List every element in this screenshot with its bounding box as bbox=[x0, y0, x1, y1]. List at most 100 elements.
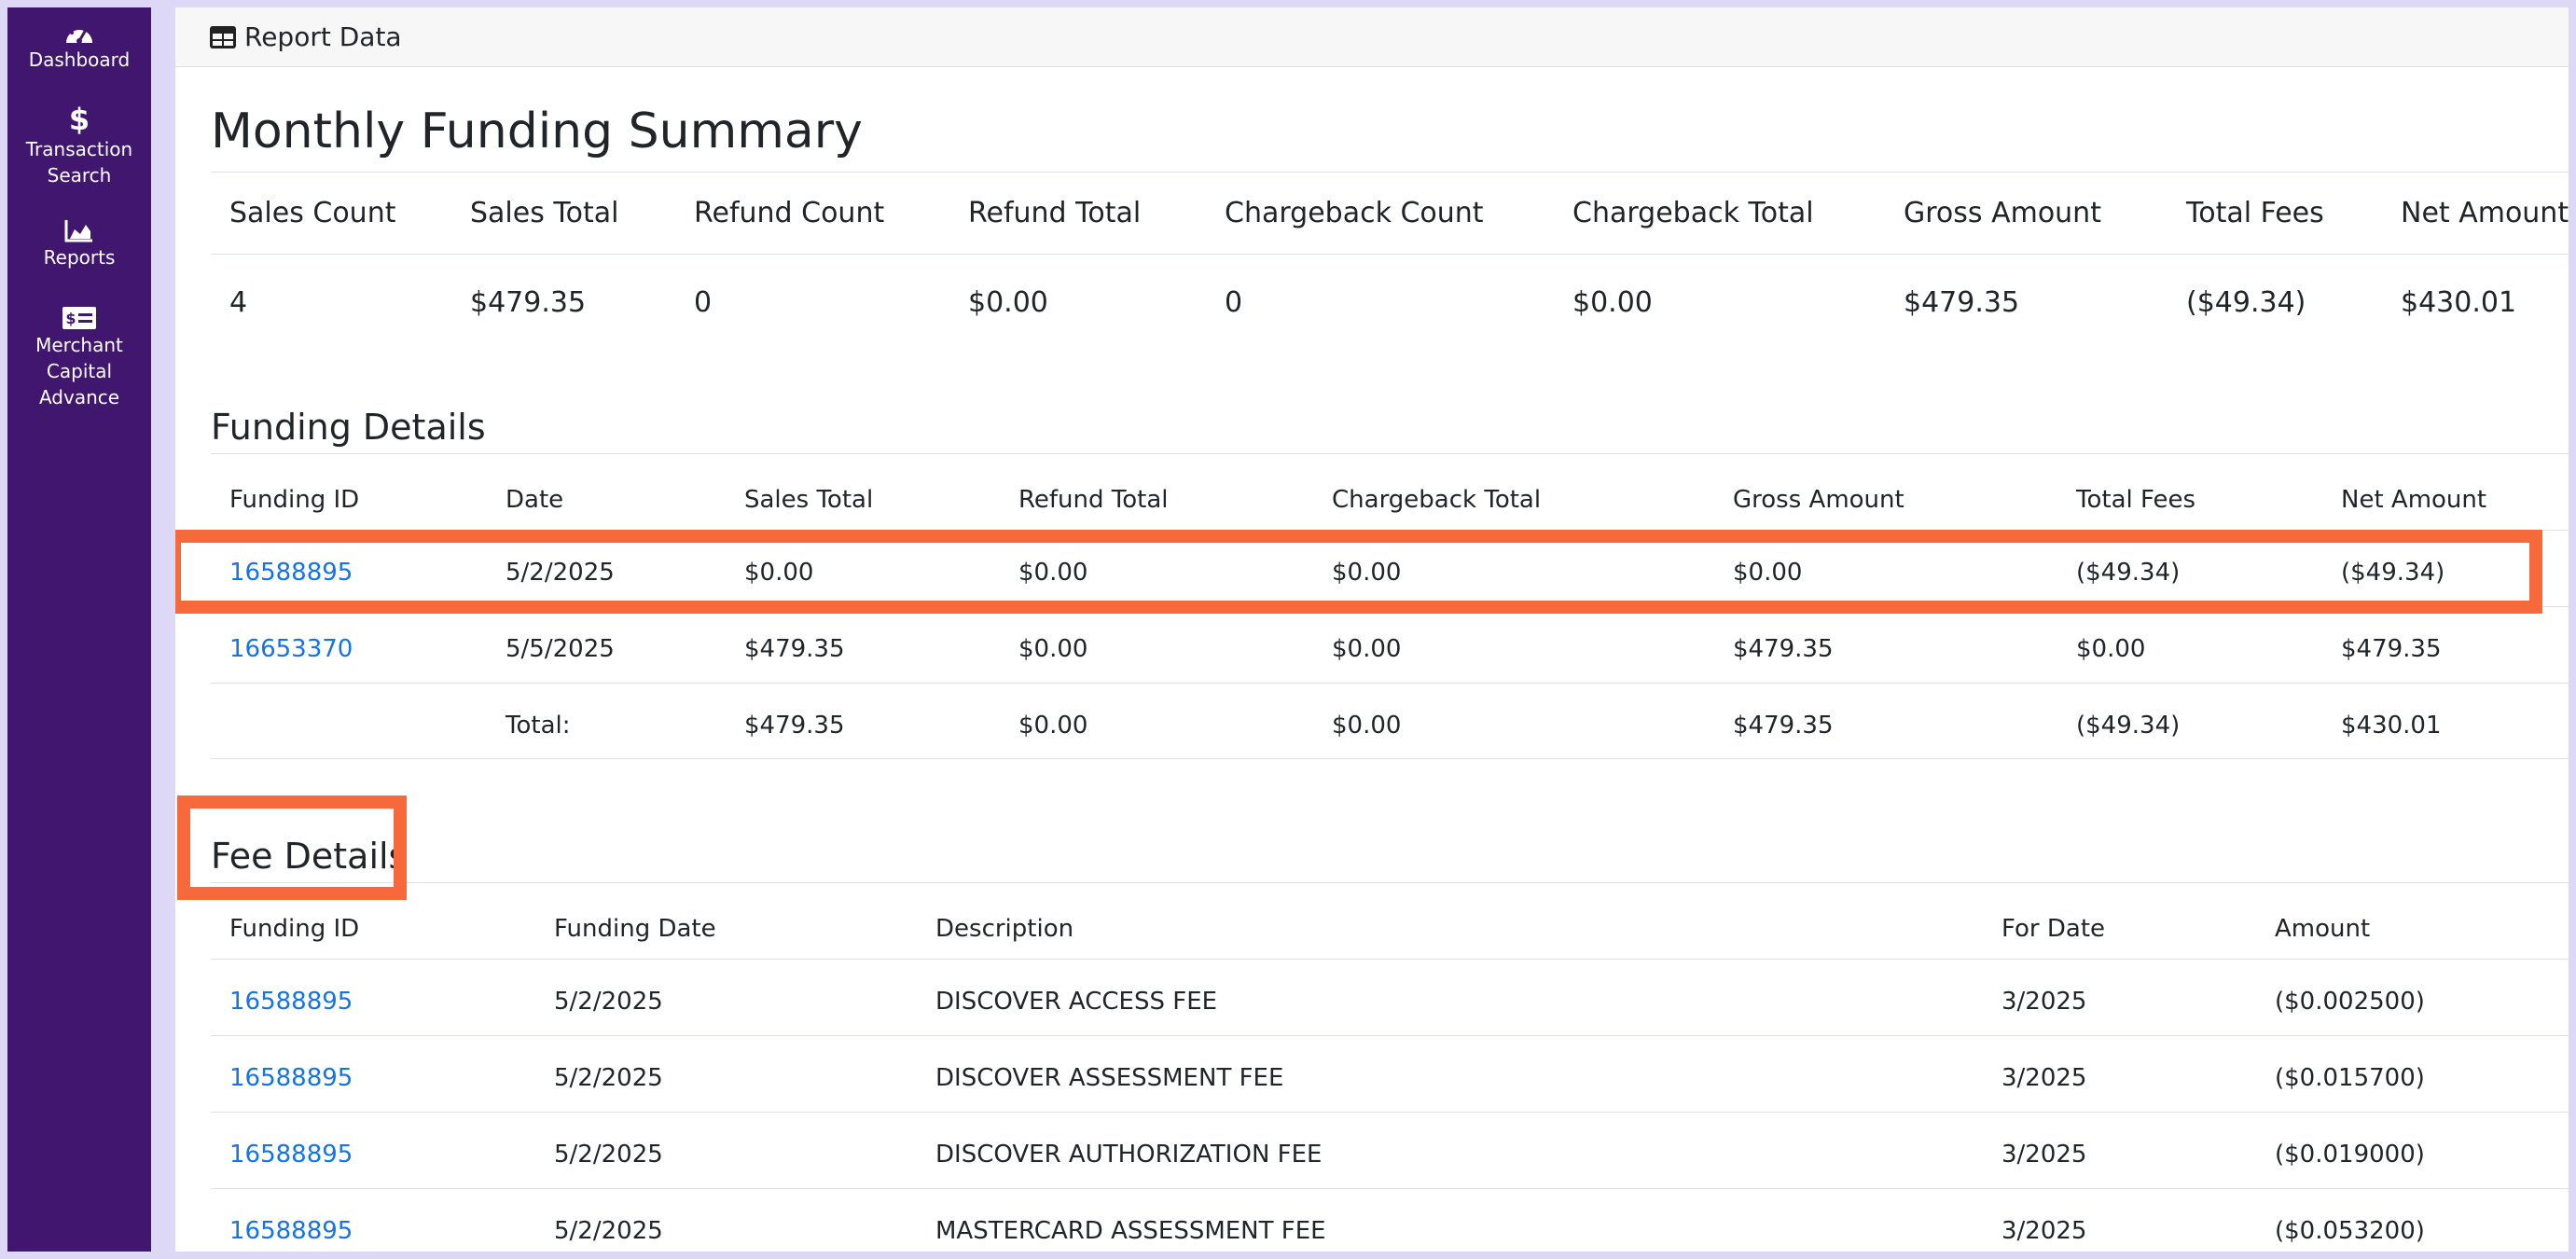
header-net-amount: Net Amount bbox=[2341, 486, 2487, 514]
cell-for-date: 3/2025 bbox=[2001, 1217, 2087, 1245]
summary-total-fees-value: ($49.34) bbox=[2186, 286, 2306, 319]
summary-values-row: 4 $479.35 0 $0.00 0 $0.00 $479.35 ($49.34) $430.… bbox=[211, 254, 2569, 336]
cell-sales-total: $0.00 bbox=[744, 559, 814, 587]
header-funding-id: Funding ID bbox=[229, 486, 360, 514]
summary-title: Monthly Funding Summary bbox=[211, 104, 863, 159]
total-gross-amount: $479.35 bbox=[1733, 712, 1834, 740]
summary-net-amount-value: $430.01 bbox=[2401, 286, 2517, 319]
header-amount: Amount bbox=[2275, 915, 2371, 943]
cell-description: MASTERCARD ASSESSMENT FEE bbox=[935, 1217, 1326, 1245]
cell-net-amount: $479.35 bbox=[2341, 635, 2442, 663]
total-net-amount: $430.01 bbox=[2341, 712, 2442, 740]
cell-gross-amount: $0.00 bbox=[1733, 559, 1803, 587]
sidebar: Dashboard $ Transaction Search Reports $… bbox=[7, 7, 151, 1252]
cell-net-amount: ($49.34) bbox=[2341, 559, 2445, 587]
sidebar-item-label: Transaction Search bbox=[25, 138, 133, 187]
cell-funding-date: 5/2/2025 bbox=[554, 1064, 663, 1092]
header-chargeback-total: Chargeback Total bbox=[1332, 486, 1542, 514]
header-description: Description bbox=[935, 915, 1074, 943]
cell-chargeback-total: $0.00 bbox=[1332, 635, 1402, 663]
funding-header-row: Funding ID Date Sales Total Refund Total Cha… bbox=[211, 453, 2569, 530]
summary-sales-total-value: $479.35 bbox=[470, 286, 587, 319]
sidebar-item-label: Dashboard bbox=[28, 48, 131, 71]
summary-gross-amount-value: $479.35 bbox=[1904, 286, 2020, 319]
cell-for-date: 3/2025 bbox=[2001, 1064, 2087, 1092]
cell-amount: ($0.015700) bbox=[2275, 1064, 2425, 1092]
header-gross-amount: Gross Amount bbox=[1733, 486, 1904, 514]
table-row: 16653370 5/5/2025 $479.35 $0.00 $0.00 $479.35… bbox=[211, 606, 2569, 683]
summary-sales-count-value: 4 bbox=[229, 286, 248, 319]
highlight-box-fee-title bbox=[177, 796, 407, 900]
funding-id-link[interactable]: 16588895 bbox=[229, 988, 353, 1016]
total-chargeback-total: $0.00 bbox=[1332, 712, 1402, 740]
cell-total-fees: ($49.34) bbox=[2076, 559, 2181, 587]
cell-refund-total: $0.00 bbox=[1018, 559, 1088, 587]
funding-id-link[interactable]: 16588895 bbox=[229, 1064, 353, 1092]
header-net-amount: Net Amount bbox=[2401, 197, 2569, 229]
header-sales-total: Sales Total bbox=[744, 486, 874, 514]
fee-details-title: Fee Details bbox=[211, 836, 408, 877]
header-for-date: For Date bbox=[2001, 915, 2106, 943]
funding-details-title: Funding Details bbox=[211, 407, 486, 448]
header-refund-count: Refund Count bbox=[694, 197, 885, 229]
cell-funding-date: 5/2/2025 bbox=[554, 1217, 663, 1245]
header-chargeback-total: Chargeback Total bbox=[1572, 197, 1814, 229]
cell-chargeback-total: $0.00 bbox=[1332, 559, 1402, 587]
card-header: Report Data bbox=[175, 7, 2569, 67]
sidebar-item-label: Merchant Capital Advance bbox=[35, 334, 123, 408]
table-row: 16588895 5/2/2025 DISCOVER ASSESSMENT FEE 3… bbox=[211, 1035, 2569, 1112]
total-total-fees: ($49.34) bbox=[2076, 712, 2181, 740]
funding-id-link[interactable]: 16588895 bbox=[229, 1217, 353, 1245]
sidebar-item-reports[interactable]: Reports bbox=[7, 218, 151, 270]
funding-id-link[interactable]: 16588895 bbox=[229, 1141, 353, 1169]
header-sales-total: Sales Total bbox=[470, 197, 619, 229]
cell-refund-total: $0.00 bbox=[1018, 635, 1088, 663]
fee-header-row: Funding ID Funding Date Description For Dat… bbox=[211, 882, 2569, 959]
header-total-fees: Total Fees bbox=[2076, 486, 2196, 514]
svg-text:$: $ bbox=[65, 310, 76, 327]
cell-for-date: 3/2025 bbox=[2001, 1141, 2087, 1169]
total-date: Total: bbox=[506, 712, 571, 740]
table-row: 16588895 5/2/2025 DISCOVER AUTHORIZATION F… bbox=[211, 1112, 2569, 1188]
cell-gross-amount: $479.35 bbox=[1733, 635, 1834, 663]
table-row: 16588895 5/2/2025 DISCOVER ACCESS FEE 3/202… bbox=[211, 959, 2569, 1035]
header-funding-date: Funding Date bbox=[554, 915, 716, 943]
header-total-fees: Total Fees bbox=[2186, 197, 2324, 229]
cell-sales-total: $479.35 bbox=[744, 635, 845, 663]
header-refund-total: Refund Total bbox=[968, 197, 1142, 229]
dashboard-gauge-icon bbox=[66, 26, 92, 44]
total-refund-total: $0.00 bbox=[1018, 712, 1088, 740]
dollar-icon: $ bbox=[69, 104, 90, 134]
sidebar-item-transaction-search[interactable]: $ Transaction Search bbox=[7, 104, 151, 188]
cell-funding-date: 5/2/2025 bbox=[554, 988, 663, 1016]
sidebar-item-label: Reports bbox=[43, 246, 116, 269]
cell-description: DISCOVER ACCESS FEE bbox=[935, 988, 1218, 1016]
funding-id-link[interactable]: 16653370 bbox=[229, 635, 353, 663]
header-chargeback-count: Chargeback Count bbox=[1225, 197, 1484, 229]
cell-description: DISCOVER ASSESSMENT FEE bbox=[935, 1064, 1284, 1092]
sidebar-item-dashboard[interactable]: Dashboard bbox=[7, 19, 151, 73]
cell-total-fees: $0.00 bbox=[2076, 635, 2146, 663]
total-sales-total: $479.35 bbox=[744, 712, 845, 740]
table-icon bbox=[210, 25, 236, 48]
summary-chargeback-total-value: $0.00 bbox=[1572, 286, 1653, 319]
cell-description: DISCOVER AUTHORIZATION FEE bbox=[935, 1141, 1323, 1169]
report-card: Report Data Monthly Funding Summary Sale… bbox=[175, 7, 2569, 1252]
area-chart-icon bbox=[64, 220, 92, 242]
summary-chargeback-count-value: 0 bbox=[1225, 286, 1243, 319]
funding-id-link[interactable]: 16588895 bbox=[229, 559, 353, 587]
summary-refund-count-value: 0 bbox=[694, 286, 713, 319]
cell-amount: ($0.019000) bbox=[2275, 1141, 2425, 1169]
money-check-icon: $ bbox=[62, 307, 96, 329]
cell-amount: ($0.002500) bbox=[2275, 988, 2425, 1016]
highlight-box-funding-row bbox=[175, 530, 2542, 614]
header-refund-total: Refund Total bbox=[1018, 486, 1169, 514]
sidebar-item-merchant-capital-advance[interactable]: $ Merchant Capital Advance bbox=[7, 306, 151, 410]
cell-for-date: 3/2025 bbox=[2001, 988, 2087, 1016]
table-row: 16588895 5/2/2025 MASTERCARD ASSESSMENT FE… bbox=[211, 1188, 2569, 1252]
header-date: Date bbox=[506, 486, 564, 514]
cell-date: 5/2/2025 bbox=[506, 559, 615, 587]
cell-funding-date: 5/2/2025 bbox=[554, 1141, 663, 1169]
header-sales-count: Sales Count bbox=[229, 197, 396, 229]
summary-header-row: Sales Count Sales Total Refund Count Refund… bbox=[211, 172, 2569, 254]
